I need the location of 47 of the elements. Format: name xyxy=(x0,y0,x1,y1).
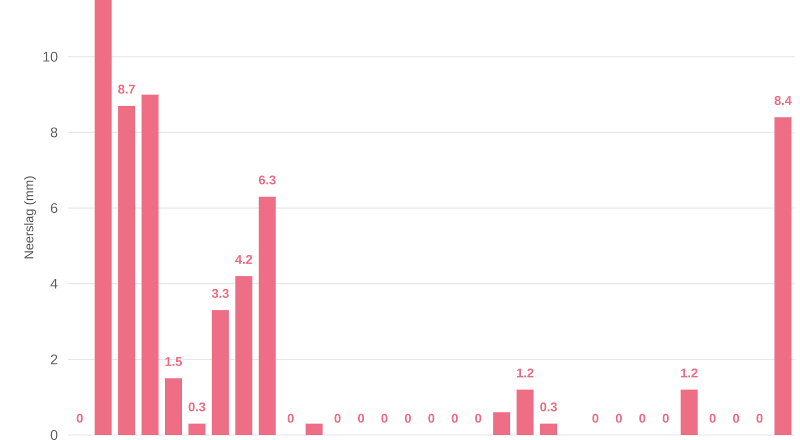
data-label: 4.2 xyxy=(235,255,252,264)
bar xyxy=(94,0,112,435)
bar xyxy=(258,196,276,435)
data-label: 0 xyxy=(76,414,83,423)
data-label: 0 xyxy=(288,414,294,423)
bar xyxy=(212,310,229,435)
bar xyxy=(540,424,558,435)
data-label: 0 xyxy=(662,414,669,423)
data-label: 3.3 xyxy=(212,288,229,298)
data-label: 6.3 xyxy=(258,175,276,184)
data-label: 0 xyxy=(381,414,388,423)
bar xyxy=(774,117,792,435)
data-label: 0 xyxy=(334,414,341,423)
y-axis-title: Neerslag (mm) xyxy=(24,176,36,258)
bar xyxy=(188,424,206,435)
data-label: 0 xyxy=(639,414,646,423)
y-tick-label: 10 xyxy=(43,52,58,62)
bar xyxy=(235,276,252,435)
bar xyxy=(164,378,182,435)
data-label: 1.5 xyxy=(165,357,182,366)
data-label: 0 xyxy=(733,414,740,423)
y-tick-label: 8 xyxy=(50,127,58,138)
y-tick-label: 6 xyxy=(50,203,58,214)
data-label: 0 xyxy=(404,414,411,423)
data-label: 1.2 xyxy=(517,368,534,378)
data-label: 0.3 xyxy=(540,402,557,412)
data-label: 8.7 xyxy=(118,84,135,94)
y-tick-label: 2 xyxy=(50,354,58,364)
data-label: 0 xyxy=(756,414,763,423)
data-label: 0 xyxy=(592,414,598,423)
data-label: 0 xyxy=(452,414,458,423)
y-tick-label: 0 xyxy=(50,430,58,440)
data-label: 0.3 xyxy=(188,402,206,412)
data-label: 0 xyxy=(616,414,622,423)
y-tick-label: 4 xyxy=(50,278,58,289)
data-label: 8.4 xyxy=(774,96,792,105)
data-label: 0 xyxy=(710,414,716,423)
bar xyxy=(118,106,136,435)
bar xyxy=(516,390,534,435)
bar xyxy=(306,424,323,435)
bar xyxy=(142,94,159,435)
data-label: 1.2 xyxy=(681,368,698,378)
data-label: 0 xyxy=(428,414,434,423)
data-label: 0 xyxy=(358,414,364,423)
data-label: 0 xyxy=(475,414,482,423)
bar xyxy=(493,412,510,435)
bar xyxy=(680,390,698,435)
